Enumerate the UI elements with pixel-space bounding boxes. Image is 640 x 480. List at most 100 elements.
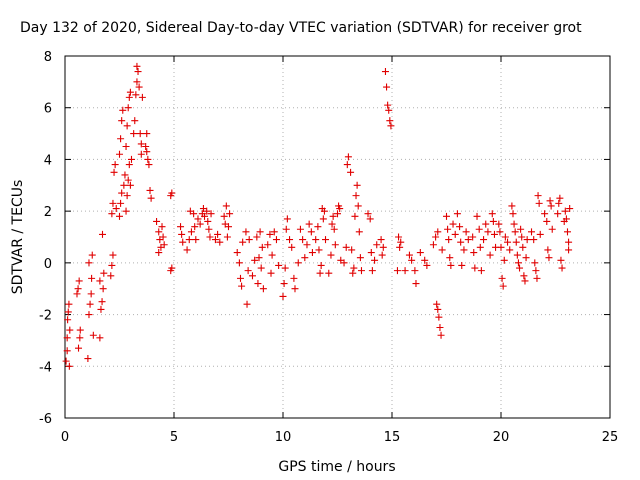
data-point bbox=[320, 207, 328, 215]
data-point bbox=[109, 251, 117, 259]
data-point bbox=[296, 225, 304, 233]
data-point bbox=[236, 274, 244, 282]
data-point bbox=[353, 181, 361, 189]
data-point bbox=[482, 220, 490, 228]
data-point bbox=[253, 233, 261, 241]
plot-frame bbox=[64, 55, 611, 419]
data-point bbox=[308, 249, 316, 257]
data-point bbox=[555, 199, 563, 207]
data-point bbox=[316, 269, 324, 277]
data-point bbox=[242, 228, 250, 236]
data-point bbox=[110, 168, 118, 176]
data-point bbox=[98, 230, 106, 238]
data-point bbox=[243, 300, 251, 308]
data-point bbox=[111, 161, 119, 169]
data-point bbox=[155, 228, 163, 236]
data-point bbox=[190, 210, 198, 218]
y-tick-label: 2 bbox=[44, 205, 52, 220]
data-point bbox=[96, 334, 104, 342]
data-point bbox=[99, 285, 107, 293]
data-point bbox=[160, 241, 168, 249]
data-point bbox=[76, 334, 84, 342]
data-point bbox=[214, 230, 222, 238]
data-point bbox=[65, 362, 73, 370]
data-point bbox=[312, 236, 320, 244]
data-point bbox=[484, 228, 492, 236]
data-point bbox=[516, 264, 524, 272]
data-point bbox=[223, 233, 231, 241]
data-point bbox=[282, 225, 290, 233]
data-point bbox=[97, 305, 105, 313]
data-point bbox=[264, 241, 272, 249]
data-point bbox=[433, 300, 441, 308]
data-point bbox=[460, 246, 468, 254]
data-point bbox=[458, 261, 466, 269]
data-point bbox=[408, 256, 416, 264]
data-point bbox=[518, 233, 526, 241]
data-point bbox=[120, 181, 128, 189]
data-point bbox=[356, 254, 364, 262]
data-point bbox=[447, 261, 455, 269]
data-point bbox=[196, 220, 204, 228]
data-point bbox=[64, 316, 72, 324]
data-point bbox=[211, 236, 219, 244]
data-point bbox=[256, 228, 264, 236]
data-point bbox=[495, 220, 503, 228]
data-point bbox=[112, 205, 120, 213]
data-point bbox=[456, 223, 464, 231]
data-point bbox=[64, 308, 72, 316]
data-point bbox=[132, 91, 140, 99]
data-point bbox=[523, 236, 531, 244]
data-point bbox=[334, 210, 341, 218]
x-tick-label: 0 bbox=[61, 430, 69, 445]
data-point bbox=[534, 192, 542, 200]
data-point bbox=[244, 267, 252, 275]
data-point bbox=[123, 192, 131, 200]
y-tick-label: 8 bbox=[44, 50, 52, 65]
data-point bbox=[178, 230, 186, 238]
data-point bbox=[268, 251, 276, 259]
y-tick-label: 4 bbox=[44, 153, 52, 168]
data-point bbox=[344, 153, 352, 161]
data-point bbox=[108, 210, 116, 218]
data-point bbox=[88, 251, 96, 259]
data-point bbox=[387, 122, 395, 130]
data-point bbox=[377, 236, 385, 244]
data-point bbox=[513, 251, 521, 259]
data-point bbox=[225, 223, 232, 231]
data-point bbox=[127, 155, 135, 163]
data-point bbox=[470, 249, 478, 257]
data-point bbox=[371, 256, 379, 264]
data-point bbox=[429, 241, 437, 249]
data-point bbox=[216, 238, 224, 246]
data-point bbox=[509, 210, 517, 218]
data-point bbox=[546, 197, 554, 205]
data-point bbox=[118, 189, 126, 197]
data-point bbox=[528, 228, 536, 236]
data-point bbox=[222, 202, 230, 210]
data-point bbox=[541, 210, 549, 218]
data-point bbox=[423, 261, 431, 269]
data-point bbox=[145, 161, 153, 169]
data-point bbox=[512, 238, 520, 246]
data-point bbox=[396, 243, 404, 251]
data-point bbox=[117, 135, 125, 143]
data-point bbox=[462, 228, 470, 236]
data-point bbox=[443, 212, 450, 220]
data-point bbox=[147, 194, 155, 202]
data-point bbox=[76, 326, 84, 334]
data-point bbox=[85, 311, 93, 319]
data-point bbox=[281, 264, 289, 272]
data-point bbox=[566, 205, 574, 213]
data-point bbox=[301, 254, 309, 262]
data-point bbox=[563, 228, 571, 236]
data-point bbox=[357, 267, 365, 275]
data-point bbox=[220, 212, 228, 220]
data-point bbox=[522, 254, 530, 262]
data-point bbox=[124, 176, 132, 184]
data-point bbox=[514, 259, 522, 267]
data-point bbox=[519, 243, 527, 251]
data-point bbox=[373, 241, 381, 249]
data-point bbox=[85, 259, 93, 267]
data-point bbox=[272, 236, 280, 244]
